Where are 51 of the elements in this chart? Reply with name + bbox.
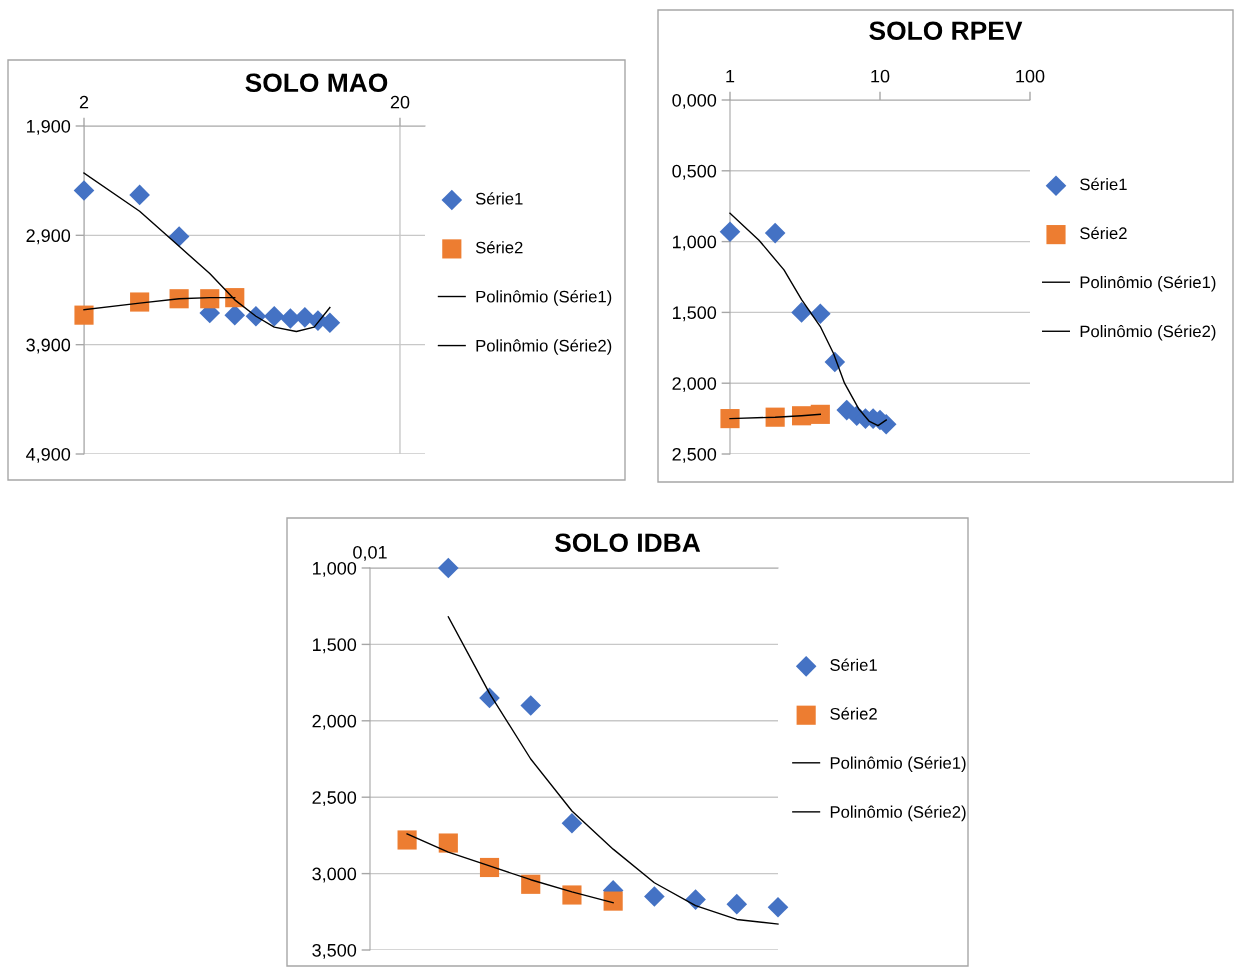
point (767, 896, 789, 918)
point (726, 893, 748, 915)
y-tick-label: 0,500 (672, 164, 717, 180)
y-tick-label: 1,000 (313, 561, 357, 577)
y-tick-label: 1,500 (313, 638, 357, 654)
point (438, 557, 459, 579)
legend-label: Polinômio (Série2) (830, 805, 966, 822)
legend-label: Série2 (830, 707, 877, 720)
y-tick-label: 3,900 (26, 338, 71, 354)
y-tick-label: 0,000 (672, 93, 717, 109)
legend-label: Série1 (830, 658, 877, 671)
point (561, 812, 583, 834)
x-tick-label: 100 (1016, 69, 1045, 83)
point (397, 830, 417, 850)
x-tick-label: 2 (79, 95, 89, 109)
point (438, 833, 458, 853)
legend-label: Polinômio (Série1) (476, 290, 612, 306)
chart-title: SOLO IDBA (554, 533, 701, 553)
y-tick-label: 1,000 (673, 235, 717, 251)
point (685, 889, 706, 910)
legend-label: Série1 (1080, 177, 1127, 191)
y-tick-label: 2,900 (26, 229, 71, 245)
point (479, 857, 500, 878)
line-series (447, 616, 779, 925)
y-tick-label: 1,500 (673, 306, 717, 322)
y-tick-label: 3,000 (312, 867, 357, 883)
point (562, 885, 582, 905)
legend-label: Série1 (475, 192, 523, 205)
y-tick-label: 1,900 (27, 119, 71, 135)
text: 0,01 (353, 545, 387, 561)
y-tick-label: 2,000 (312, 714, 357, 730)
legend-label: Polinômio (Série2) (1080, 324, 1216, 341)
y-tick-label: 2,500 (312, 791, 357, 807)
x-tick-label: 20 (390, 95, 410, 109)
y-tick-label: 3,500 (312, 943, 357, 959)
legend-label: Polinômio (Série2) (476, 339, 612, 355)
legend-label: Série2 (1080, 226, 1127, 240)
point (644, 886, 665, 907)
point (603, 891, 623, 911)
x-tick-label: 1 (726, 69, 735, 83)
y-tick-label: 4,900 (26, 447, 71, 463)
x-tick-label: 10 (871, 69, 890, 83)
chart-title: SOLO RPEV (869, 21, 1023, 41)
point (521, 874, 541, 894)
chart-title: SOLO MAO (245, 73, 388, 93)
legend-label: Série2 (475, 241, 523, 254)
legend-label: Polinômio (Série1) (830, 756, 966, 773)
y-tick-label: 2,000 (672, 377, 717, 393)
point (520, 695, 542, 716)
legend-label: Polinômio (Série1) (1080, 275, 1216, 292)
y-tick-label: 2,500 (672, 447, 717, 463)
